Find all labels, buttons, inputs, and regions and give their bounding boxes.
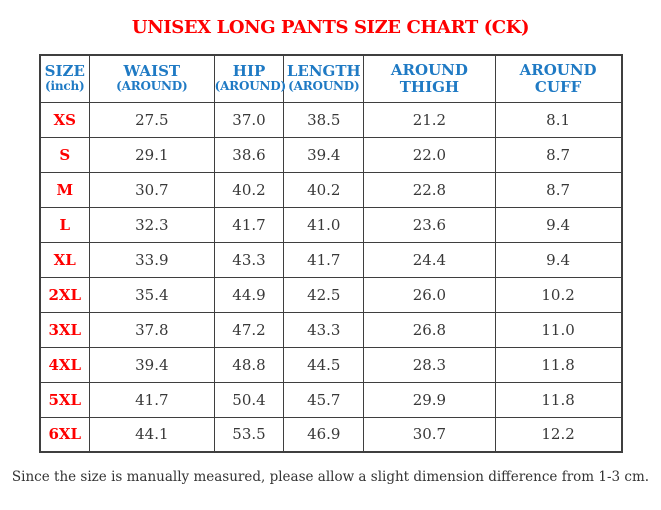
table-row: M 30.7 40.2 40.2 22.8 8.7	[38, 171, 623, 208]
cuff-value-cell: 8.7	[494, 136, 623, 173]
cuff-value-cell: 11.0	[494, 311, 623, 348]
table-row: 6XL 44.1 53.5 46.9 30.7 12.2	[38, 416, 623, 453]
header-row: SIZE (inch) WAIST (AROUND) HIP (AROUND) …	[38, 54, 623, 103]
waist-value-cell: 29.1	[89, 136, 215, 173]
cuff-value-cell: 11.8	[494, 381, 623, 418]
column-header-sublabel: (AROUND)	[116, 79, 188, 94]
column-header-sublabel: (AROUND)	[214, 79, 287, 94]
table-row: 4XL 39.4 48.8 44.5 28.3 11.8	[38, 346, 623, 383]
column-header-size: SIZE (inch)	[38, 54, 91, 103]
column-header-length: LENGTH (AROUND)	[283, 54, 365, 103]
waist-value-cell: 32.3	[89, 206, 215, 243]
hip-value-cell: 47.2	[213, 311, 285, 348]
column-header-sublabel: THIGH	[399, 77, 460, 96]
length-value-cell: 42.5	[283, 276, 365, 313]
column-header-label: AROUND	[390, 60, 468, 79]
length-value-cell: 38.5	[283, 101, 365, 138]
table-row: 3XL 37.8 47.2 43.3 26.8 11.0	[38, 311, 623, 348]
waist-value-cell: 44.1	[89, 416, 215, 453]
cuff-value-cell: 8.7	[494, 171, 623, 208]
column-header-label: SIZE	[44, 62, 85, 81]
thigh-value-cell: 22.8	[363, 171, 496, 208]
length-value-cell: 43.3	[283, 311, 365, 348]
table-row: 5XL 41.7 50.4 45.7 29.9 11.8	[38, 381, 623, 418]
hip-value-cell: 43.3	[213, 241, 285, 278]
thigh-value-cell: 21.2	[363, 101, 496, 138]
size-label-cell: S	[38, 136, 91, 173]
size-label-cell: 2XL	[38, 276, 91, 313]
waist-value-cell: 39.4	[89, 346, 215, 383]
cuff-value-cell: 10.2	[494, 276, 623, 313]
waist-value-cell: 30.7	[89, 171, 215, 208]
size-table-body: XS 27.5 37.0 38.5 21.2 8.1 S 29.1 38.6 39.4 22.0 8.…	[38, 101, 623, 453]
hip-value-cell: 41.7	[213, 206, 285, 243]
column-header-waist: WAIST (AROUND)	[89, 54, 215, 103]
length-value-cell: 39.4	[283, 136, 365, 173]
size-label-cell: M	[38, 171, 91, 208]
length-value-cell: 41.7	[283, 241, 365, 278]
size-label-cell: XS	[38, 101, 91, 138]
cuff-value-cell: 9.4	[494, 206, 623, 243]
column-header-sublabel: CUFF	[534, 77, 582, 96]
length-value-cell: 41.0	[283, 206, 365, 243]
cuff-value-cell: 11.8	[494, 346, 623, 383]
size-label-cell: XL	[38, 241, 91, 278]
hip-value-cell: 37.0	[213, 101, 285, 138]
hip-value-cell: 40.2	[213, 171, 285, 208]
waist-value-cell: 41.7	[89, 381, 215, 418]
length-value-cell: 45.7	[283, 381, 365, 418]
hip-value-cell: 38.6	[213, 136, 285, 173]
cuff-value-cell: 9.4	[494, 241, 623, 278]
thigh-value-cell: 28.3	[363, 346, 496, 383]
column-header-label: LENGTH	[286, 62, 361, 81]
table-row: 2XL 35.4 44.9 42.5 26.0 10.2	[38, 276, 623, 313]
thigh-value-cell: 26.8	[363, 311, 496, 348]
waist-value-cell: 33.9	[89, 241, 215, 278]
length-value-cell: 44.5	[283, 346, 365, 383]
cuff-value-cell: 12.2	[494, 416, 623, 453]
measurement-disclaimer: Since the size is manually measured, ple…	[11, 469, 650, 485]
table-row: XL 33.9 43.3 41.7 24.4 9.4	[38, 241, 623, 278]
column-header-label: AROUND	[519, 60, 597, 79]
size-label-cell: 3XL	[38, 311, 91, 348]
length-value-cell: 40.2	[283, 171, 365, 208]
hip-value-cell: 50.4	[213, 381, 285, 418]
column-header-around-cuff: AROUND CUFF	[494, 54, 623, 103]
thigh-value-cell: 24.4	[363, 241, 496, 278]
size-label-cell: L	[38, 206, 91, 243]
column-header-sublabel: (inch)	[45, 79, 85, 94]
thigh-value-cell: 22.0	[363, 136, 496, 173]
column-header-label: WAIST	[123, 62, 181, 81]
thigh-value-cell: 26.0	[363, 276, 496, 313]
length-value-cell: 46.9	[283, 416, 365, 453]
column-header-sublabel: (AROUND)	[288, 79, 360, 94]
thigh-value-cell: 30.7	[363, 416, 496, 453]
hip-value-cell: 53.5	[213, 416, 285, 453]
waist-value-cell: 35.4	[89, 276, 215, 313]
size-chart-table: SIZE (inch) WAIST (AROUND) HIP (AROUND) …	[38, 54, 623, 453]
column-header-around-thigh: AROUND THIGH	[363, 54, 496, 103]
hip-value-cell: 48.8	[213, 346, 285, 383]
thigh-value-cell: 23.6	[363, 206, 496, 243]
hip-value-cell: 44.9	[213, 276, 285, 313]
waist-value-cell: 27.5	[89, 101, 215, 138]
waist-value-cell: 37.8	[89, 311, 215, 348]
column-header-hip: HIP (AROUND)	[213, 54, 287, 103]
cuff-value-cell: 8.1	[494, 101, 623, 138]
size-label-cell: 5XL	[38, 381, 91, 418]
size-label-cell: 4XL	[38, 346, 91, 383]
column-header-label: HIP	[232, 62, 266, 81]
table-row: XS 27.5 37.0 38.5 21.2 8.1	[38, 101, 623, 138]
table-row: L 32.3 41.7 41.0 23.6 9.4	[38, 206, 623, 243]
table-row: S 29.1 38.6 39.4 22.0 8.7	[38, 136, 623, 173]
thigh-value-cell: 29.9	[363, 381, 496, 418]
size-label-cell: 6XL	[38, 416, 91, 453]
table-header: SIZE (inch) WAIST (AROUND) HIP (AROUND) …	[38, 54, 623, 103]
page-title: UNISEX LONG PANTS SIZE CHART (CK)	[131, 17, 530, 38]
